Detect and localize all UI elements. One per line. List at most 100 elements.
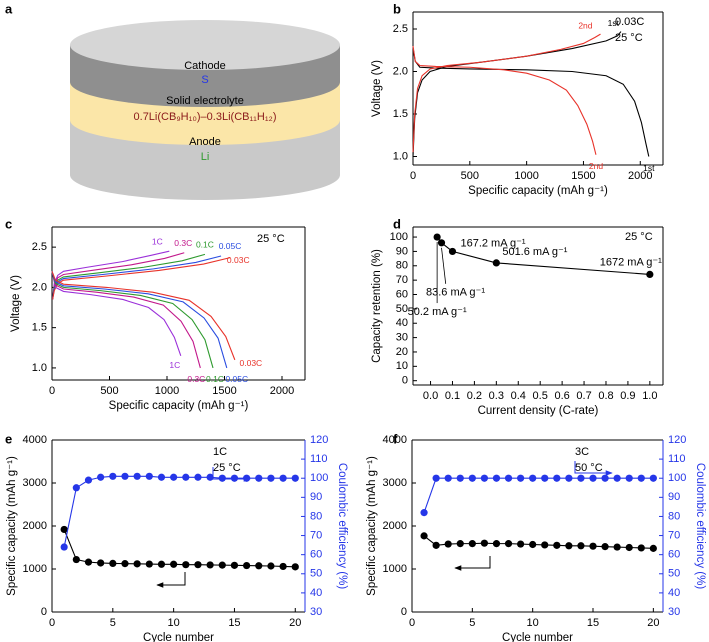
y-tick-label: 80 xyxy=(396,260,408,272)
y-tick-label: 60 xyxy=(396,288,408,300)
data-point xyxy=(456,474,464,482)
data-point xyxy=(432,474,440,482)
data-point xyxy=(613,543,621,551)
data-point xyxy=(133,560,141,568)
data-point xyxy=(504,474,513,482)
data-point xyxy=(625,543,633,552)
y-tick-label: 2.5 xyxy=(393,23,408,35)
data-point xyxy=(145,560,153,568)
data-point xyxy=(109,472,117,480)
series-line xyxy=(51,271,228,369)
series-label: 0.3C xyxy=(187,374,205,384)
panel-label: c xyxy=(5,216,12,231)
data-point xyxy=(170,560,178,568)
data-point xyxy=(437,239,446,247)
x-tick-label: 1000 xyxy=(514,170,538,182)
series-line xyxy=(412,45,597,155)
data-point xyxy=(541,541,549,549)
capacity-arrow xyxy=(156,572,186,588)
series-label: 0.1C xyxy=(206,374,224,384)
y-tick-label: 40 xyxy=(396,317,408,329)
data-point xyxy=(121,472,129,480)
data-point xyxy=(145,472,153,480)
x-tick-label: 15 xyxy=(587,617,599,629)
x-tick-label: 0.3 xyxy=(489,390,504,402)
data-point xyxy=(97,559,105,567)
cathode-material: S xyxy=(201,74,208,86)
y2-tick-label: 110 xyxy=(668,453,686,465)
data-point xyxy=(529,474,537,482)
data-point xyxy=(577,474,585,482)
data-point xyxy=(291,563,299,571)
y-tick-label: 2000 xyxy=(383,520,407,532)
series-label: 2nd xyxy=(578,20,592,30)
data-point xyxy=(60,525,68,534)
x-tick-label: 0.1 xyxy=(445,390,460,402)
x-tick-label: 0.8 xyxy=(598,390,613,402)
data-point xyxy=(649,474,657,482)
x-tick-label: 0.2 xyxy=(467,390,482,402)
x-tick-label: 1500 xyxy=(571,170,595,182)
data-point xyxy=(182,473,190,481)
series-label: 1C xyxy=(152,236,163,246)
x-tick-label: 0 xyxy=(409,617,415,629)
y-tick-label: 70 xyxy=(396,274,408,286)
data-point xyxy=(182,561,190,569)
data-point xyxy=(243,561,251,570)
y2-tick-label: 30 xyxy=(310,606,322,618)
y-tick-label: 1.0 xyxy=(393,150,408,162)
y-tick-label: 1000 xyxy=(23,563,47,575)
x-tick-label: 0.4 xyxy=(511,390,526,402)
series-line xyxy=(51,271,201,369)
data-point xyxy=(468,540,476,548)
y2-tick-label: 60 xyxy=(310,549,322,561)
y2-tick-label: 120 xyxy=(668,434,686,446)
x-tick-label: 20 xyxy=(647,617,659,629)
data-point xyxy=(504,540,513,548)
x-tick-label: 10 xyxy=(168,617,180,629)
data-point xyxy=(444,474,452,482)
y-tick-label: 3000 xyxy=(23,477,47,489)
x-tick-label: 1500 xyxy=(212,385,236,397)
data-point xyxy=(218,561,226,569)
y2-axis-label: Coulombic efficiency (%) xyxy=(694,463,706,590)
x-tick-label: 0.0 xyxy=(423,390,438,402)
data-point xyxy=(637,474,645,482)
x-tick-label: 2000 xyxy=(270,385,294,397)
data-point xyxy=(291,474,299,482)
cell-diagram: a Cathode S Solid electrolyte 0.7Li(CB₉H… xyxy=(5,1,340,200)
data-point xyxy=(267,562,275,570)
series-label: 1C xyxy=(169,360,180,370)
data-point xyxy=(433,233,441,241)
data-point xyxy=(444,540,452,548)
y-tick-label: 20 xyxy=(396,346,408,358)
electrolyte-label: Solid electrolyte xyxy=(166,95,244,107)
data-point xyxy=(577,542,585,550)
data-point xyxy=(492,259,500,267)
data-point xyxy=(206,561,214,569)
x-tick-label: 0 xyxy=(49,617,55,629)
y-tick-label: 1.5 xyxy=(32,322,47,334)
y2-tick-label: 40 xyxy=(310,587,322,599)
data-point xyxy=(255,562,263,570)
y-tick-label: 30 xyxy=(396,332,408,344)
data-point xyxy=(589,542,597,550)
series-line xyxy=(51,271,182,357)
panel-label: a xyxy=(5,1,13,16)
data-point xyxy=(492,540,501,548)
data-point xyxy=(84,558,93,566)
series-line xyxy=(412,31,622,157)
leader-line xyxy=(441,247,447,284)
y-tick-label: 1.0 xyxy=(32,362,47,374)
data-point xyxy=(157,560,166,568)
cathode-top xyxy=(70,20,340,70)
y2-tick-label: 50 xyxy=(310,568,322,580)
series-label: 0.03C xyxy=(240,358,263,368)
data-point xyxy=(517,540,525,548)
data-point xyxy=(170,473,178,481)
x-tick-label: 2000 xyxy=(628,170,652,182)
series-label: 0.1C xyxy=(196,240,214,250)
y2-tick-label: 90 xyxy=(668,491,680,503)
y2-tick-label: 30 xyxy=(668,606,680,618)
